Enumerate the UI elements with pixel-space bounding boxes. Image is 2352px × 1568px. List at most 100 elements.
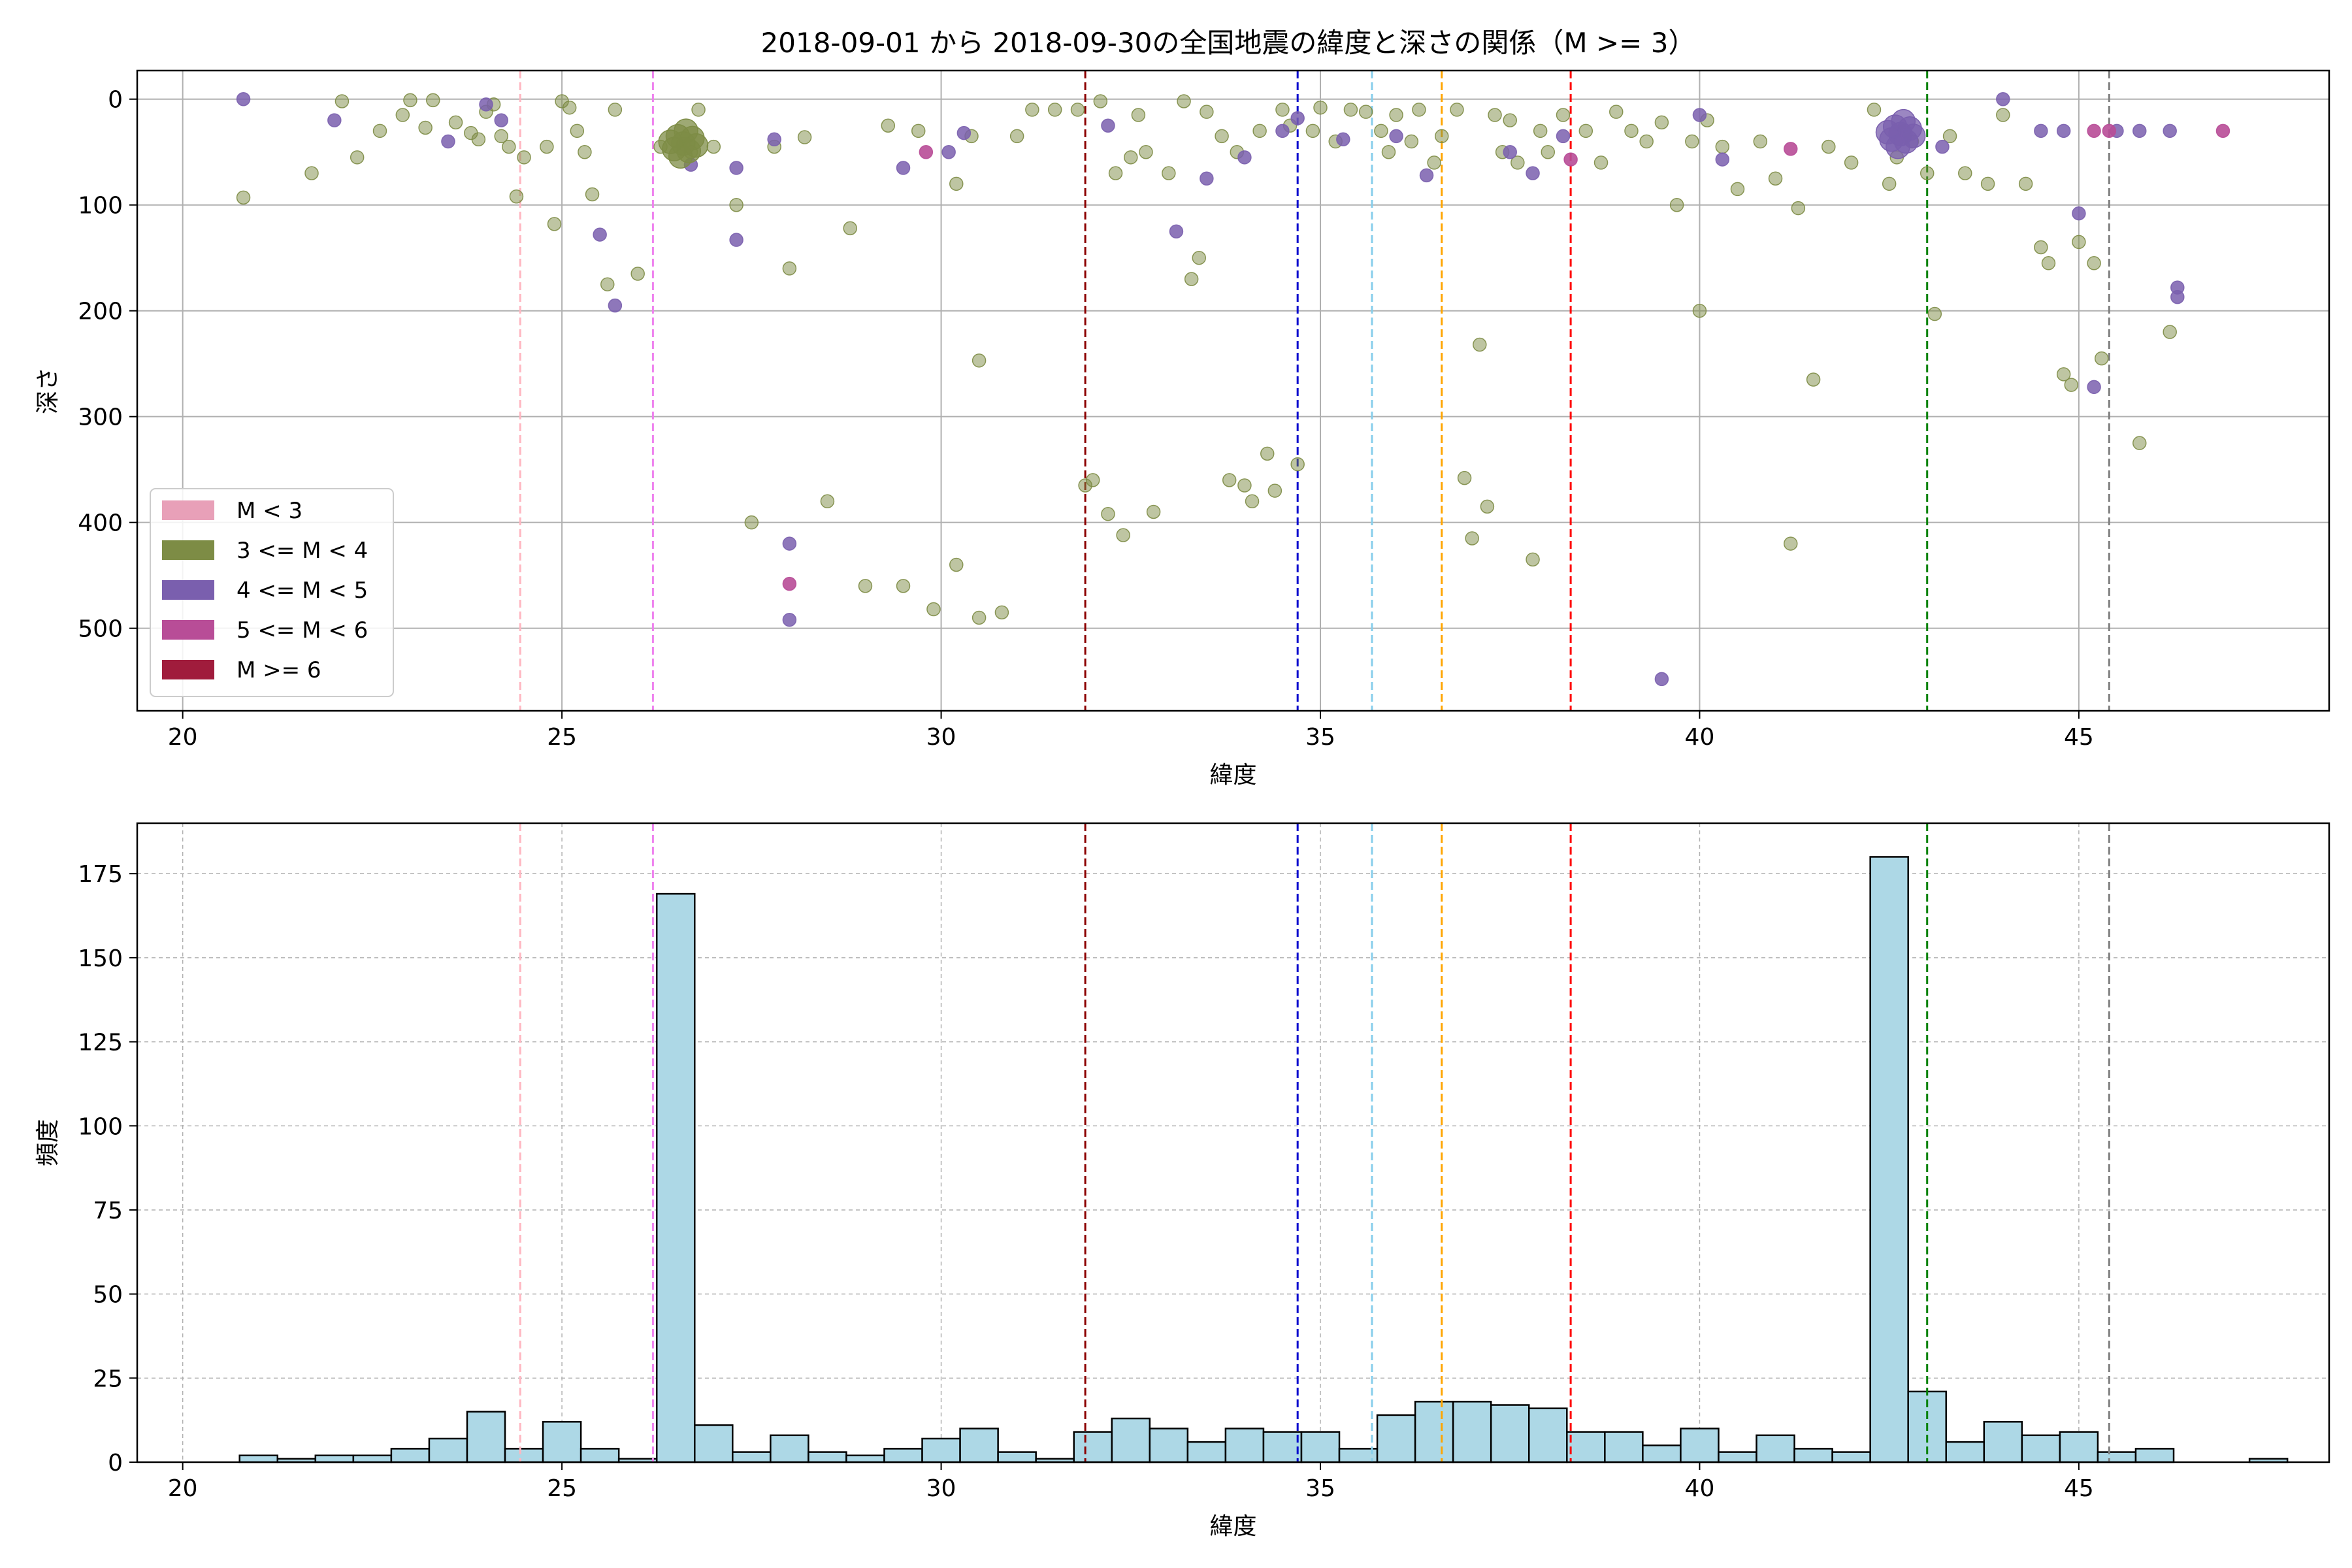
histogram-bar bbox=[314, 1454, 355, 1463]
histogram-x-ticks: 20 25 30 35 40 45 bbox=[168, 1462, 2094, 1502]
histogram-panel: 20 25 30 35 40 45 0 25 50 75 100 125 150 175 緯度 頻度 bbox=[35, 822, 2330, 1540]
scatter-point bbox=[782, 261, 797, 276]
histogram-bar bbox=[2021, 1434, 2061, 1463]
scatter-point bbox=[1275, 123, 1290, 139]
histogram-bar bbox=[352, 1454, 393, 1463]
scatter-x-axis-label: 緯度 bbox=[1209, 762, 1256, 789]
legend-label: M >= 6 bbox=[237, 657, 321, 683]
scatter-frame bbox=[136, 69, 2330, 712]
scatter-point bbox=[471, 132, 486, 147]
scatter-point bbox=[1882, 176, 1897, 191]
scatter-point bbox=[1685, 134, 1699, 149]
scatter-point bbox=[1526, 166, 1540, 180]
scatter-point bbox=[1593, 155, 1609, 170]
scatter-point bbox=[1389, 129, 1403, 144]
scatter-point bbox=[1374, 123, 1388, 139]
scatter-point bbox=[2018, 176, 2033, 191]
scatter-point bbox=[1290, 111, 1305, 125]
scatter-point bbox=[236, 91, 251, 106]
scatter-point bbox=[1085, 473, 1100, 487]
histogram-y-axis-label: 頻度 bbox=[35, 1119, 61, 1166]
scatter-point bbox=[1009, 129, 1024, 144]
histogram-bar bbox=[1831, 1451, 1871, 1463]
scatter-point bbox=[2034, 123, 2048, 139]
scatter-point bbox=[1996, 91, 2010, 106]
scatter-point bbox=[1200, 105, 1214, 119]
scatter-point bbox=[1101, 118, 1115, 133]
scatter-point bbox=[972, 353, 987, 368]
histogram-bar bbox=[732, 1451, 772, 1463]
histogram-bar bbox=[1149, 1428, 1189, 1463]
histogram-bar bbox=[845, 1454, 885, 1463]
scatter-point bbox=[395, 108, 410, 122]
scatter-point bbox=[1237, 478, 1252, 493]
scatter-point bbox=[949, 176, 964, 191]
histogram-bar bbox=[2097, 1451, 2137, 1463]
histogram-bar bbox=[1793, 1448, 1833, 1463]
scatter-point bbox=[1533, 123, 1548, 139]
x-tick-label: 20 bbox=[168, 724, 198, 751]
x-tick-label: 20 bbox=[168, 1475, 198, 1502]
scatter-point bbox=[1146, 504, 1161, 519]
scatter-point bbox=[2094, 351, 2109, 366]
scatter-point bbox=[1457, 470, 1472, 485]
scatter-point bbox=[896, 579, 911, 593]
scatter-point bbox=[1101, 506, 1115, 521]
scatter-point bbox=[1427, 155, 1441, 170]
scatter-point bbox=[585, 187, 600, 202]
scatter-point bbox=[1511, 155, 1525, 170]
scatter-point bbox=[1025, 103, 1039, 117]
scatter-point bbox=[600, 277, 615, 291]
scatter-point bbox=[1450, 103, 1464, 117]
scatter-point bbox=[2064, 378, 2079, 392]
legend-swatch bbox=[162, 660, 214, 679]
histogram-bar bbox=[2134, 1448, 2175, 1463]
scatter-point bbox=[972, 610, 987, 625]
scatter-point bbox=[2215, 123, 2230, 139]
histogram-bar bbox=[390, 1448, 431, 1463]
scatter-point bbox=[2170, 289, 2185, 304]
scatter-point bbox=[782, 576, 797, 591]
legend-label: 3 <= M < 4 bbox=[237, 538, 368, 564]
scatter-point bbox=[881, 118, 896, 133]
scatter-point bbox=[1730, 182, 1745, 197]
histogram-bar bbox=[1566, 1431, 1606, 1463]
histogram-bar bbox=[1111, 1417, 1151, 1463]
scatter-point bbox=[691, 103, 706, 117]
scatter-point bbox=[494, 113, 508, 127]
scatter-point bbox=[1245, 494, 1260, 509]
histogram-bar bbox=[504, 1448, 544, 1463]
scatter-point bbox=[1556, 129, 1571, 144]
scatter-point bbox=[729, 161, 743, 175]
histogram-bar bbox=[1300, 1431, 1341, 1463]
scatter-point bbox=[1381, 144, 1396, 159]
scatter-point bbox=[926, 602, 941, 617]
scatter-point bbox=[1419, 168, 1434, 183]
scatter-point bbox=[1578, 123, 1593, 139]
scatter-point bbox=[1237, 150, 1252, 165]
scatter-point bbox=[1192, 250, 1207, 265]
scatter-cluster-point bbox=[683, 133, 709, 158]
histogram-bar bbox=[1073, 1431, 1113, 1463]
scatter-point bbox=[1412, 103, 1426, 117]
x-tick-label: 25 bbox=[547, 1475, 577, 1502]
scatter-point bbox=[941, 144, 956, 159]
scatter-point bbox=[1162, 166, 1176, 180]
histogram-bar bbox=[1718, 1451, 1757, 1463]
scatter-point bbox=[858, 579, 873, 593]
scatter-point bbox=[1526, 552, 1540, 567]
scatter-point bbox=[630, 267, 645, 281]
histogram-bar bbox=[428, 1437, 468, 1463]
y-tick-label: 125 bbox=[78, 1030, 123, 1056]
scatter-point bbox=[547, 217, 562, 231]
histogram-bar bbox=[770, 1434, 809, 1463]
x-tick-label: 35 bbox=[1305, 724, 1335, 751]
scatter-point bbox=[350, 150, 365, 165]
scatter-point bbox=[1942, 129, 1957, 144]
scatter-point bbox=[1267, 483, 1282, 498]
scatter-point bbox=[418, 120, 433, 135]
scatter-point bbox=[2072, 235, 2086, 250]
scatter-point bbox=[1313, 100, 1328, 115]
scatter-point bbox=[1108, 166, 1123, 180]
histogram-bar bbox=[580, 1448, 620, 1463]
